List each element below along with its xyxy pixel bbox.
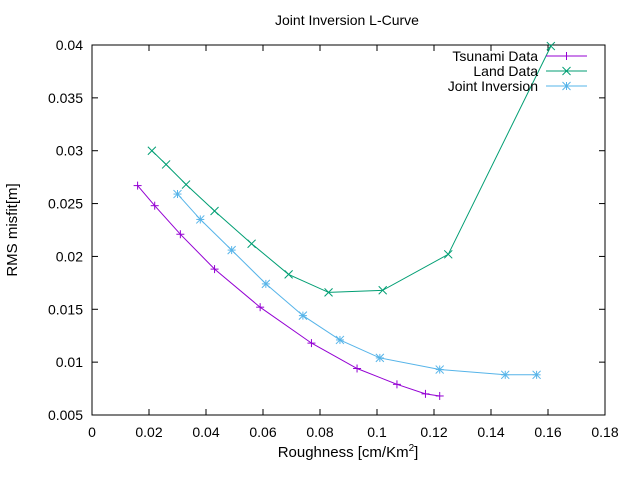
y-tick-label: 0.03 xyxy=(56,143,83,159)
data-point xyxy=(378,285,388,295)
legend-label: Joint Inversion xyxy=(448,78,538,94)
y-tick-label: 0.005 xyxy=(48,407,83,423)
data-point xyxy=(421,389,430,398)
data-point xyxy=(227,245,237,255)
data-point xyxy=(353,364,362,373)
data-point xyxy=(161,160,171,169)
y-tick-label: 0.015 xyxy=(48,301,83,317)
x-tick-label: 0.12 xyxy=(420,424,447,440)
data-point xyxy=(298,311,308,320)
y-tick-label: 0.035 xyxy=(48,90,83,106)
x-tick-label: 0.1 xyxy=(367,424,387,440)
x-tick-label: 0 xyxy=(88,424,96,440)
y-tick-label: 0.025 xyxy=(48,196,83,212)
legend-label: Land Data xyxy=(473,63,538,79)
series-line xyxy=(137,185,440,397)
series-2 xyxy=(147,41,556,297)
data-point xyxy=(181,180,191,189)
y-axis-label: RMS misfit[m] xyxy=(4,183,21,276)
series-3 xyxy=(173,189,541,380)
data-point xyxy=(443,249,453,259)
series-line xyxy=(151,45,552,293)
data-point xyxy=(435,391,444,400)
data-point xyxy=(133,181,142,190)
data-point xyxy=(335,335,345,345)
data-point xyxy=(261,279,271,289)
data-point xyxy=(392,380,401,389)
legend-label: Tsunami Data xyxy=(452,48,538,64)
data-point xyxy=(324,288,333,297)
axis-ticks: 0 0.02 0.04 0.06 0.08 0.1 0.12 0.14 0.16 0.18 0.00… xyxy=(48,37,619,440)
x-tick-label: 0.08 xyxy=(306,424,333,440)
data-point xyxy=(307,339,316,348)
data-point xyxy=(284,270,294,279)
data-point xyxy=(546,41,556,51)
data-point xyxy=(375,353,385,363)
y-tick-label: 0.04 xyxy=(56,37,83,53)
x-tick-label: 0.06 xyxy=(249,424,276,440)
data-series xyxy=(133,41,556,400)
data-point xyxy=(147,146,157,156)
data-point xyxy=(256,303,265,312)
x-tick-label: 0.18 xyxy=(591,424,618,440)
series-1 xyxy=(133,181,444,400)
data-point xyxy=(173,189,182,199)
plot-frame xyxy=(91,44,606,416)
data-point xyxy=(150,201,159,210)
x-tick-label: 0.14 xyxy=(477,424,504,440)
chart-title: Joint Inversion L-Curve xyxy=(275,12,419,28)
data-point xyxy=(210,206,219,216)
data-point xyxy=(435,365,445,374)
legend-marker xyxy=(562,66,571,76)
data-point xyxy=(176,230,185,239)
data-point xyxy=(532,370,541,380)
data-point xyxy=(500,370,510,380)
data-point xyxy=(210,265,219,274)
y-tick-label: 0.02 xyxy=(56,248,83,264)
y-tick-label: 0.01 xyxy=(56,354,83,370)
data-point xyxy=(195,215,205,224)
x-axis-label: Roughness [cm/Km2] xyxy=(278,443,419,461)
data-point xyxy=(247,239,256,249)
x-tick-label: 0.16 xyxy=(534,424,561,440)
legend-marker xyxy=(562,52,571,60)
legend-marker xyxy=(562,81,571,91)
x-tick-label: 0.04 xyxy=(192,424,219,440)
series-line xyxy=(177,193,537,376)
x-tick-label: 0.02 xyxy=(135,424,162,440)
